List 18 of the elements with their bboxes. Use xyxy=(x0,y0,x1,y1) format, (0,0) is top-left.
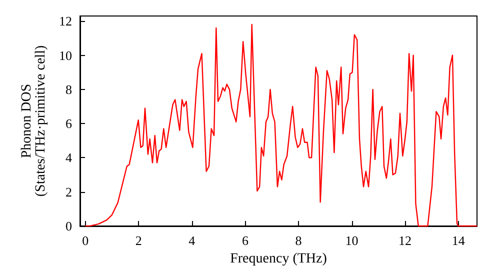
x-tick-label: 2 xyxy=(135,233,142,248)
x-tick-label: 12 xyxy=(398,233,412,248)
x-tick-label: 10 xyxy=(345,233,358,248)
y-axis-title: Phonon DOS (States/THz·primitive cell) xyxy=(20,45,49,197)
x-tick-label: 0 xyxy=(82,233,89,248)
y-tick-label: 6 xyxy=(66,116,72,132)
y-tick-label: 8 xyxy=(66,82,72,97)
y-tick-label: 2 xyxy=(66,184,72,200)
x-tick-label: 14 xyxy=(452,233,466,248)
y-tick-label: 4 xyxy=(66,150,72,166)
x-tick-label: 8 xyxy=(295,233,302,248)
y-tick-label: 0 xyxy=(66,218,72,234)
x-tick-label: 4 xyxy=(188,233,196,248)
line-series xyxy=(84,24,478,227)
x-axis-title: Frequency (THz) xyxy=(230,251,328,266)
x-tick-label: 6 xyxy=(242,233,249,248)
y-tick-label: 12 xyxy=(59,14,72,29)
y-tick-label: 10 xyxy=(59,48,72,63)
